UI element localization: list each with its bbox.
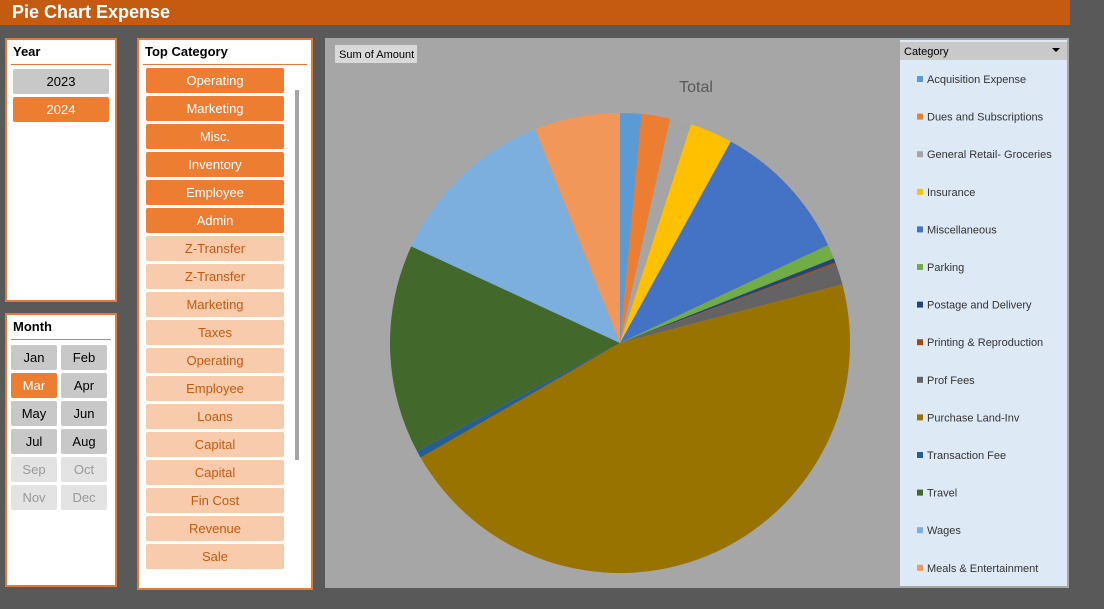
legend-label[interactable]: Purchase Land-Inv	[927, 412, 1020, 424]
slicer-item[interactable]: Operating	[146, 68, 284, 93]
pie-slice[interactable]	[620, 114, 671, 343]
slicer-item[interactable]: Capital	[146, 432, 284, 457]
pie-slice[interactable]	[420, 284, 851, 574]
pie-slice[interactable]	[620, 258, 836, 343]
legend-label[interactable]: Postage and Delivery	[927, 300, 1032, 312]
slicer-item[interactable]: Dec	[61, 485, 107, 510]
slicer-item[interactable]: Z-Transfer	[146, 236, 284, 261]
legend-swatch	[917, 452, 923, 458]
slicer-title: Top Category	[145, 44, 228, 59]
slicer-item[interactable]: Jan	[11, 345, 57, 370]
slicer-title: Month	[13, 319, 52, 334]
legend-label[interactable]: Miscellaneous	[927, 224, 997, 236]
legend-label[interactable]: Meals & Entertainment	[927, 563, 1038, 575]
pie-slice[interactable]	[620, 118, 692, 343]
field-button-bg	[335, 45, 417, 63]
slicer-item[interactable]: Operating	[146, 348, 284, 373]
slicer-item[interactable]: Employee	[146, 180, 284, 205]
slicer-item[interactable]: Mar	[11, 373, 57, 398]
legend-label[interactable]: Parking	[927, 262, 964, 274]
slicer-item[interactable]: Apr	[61, 373, 107, 398]
legend-header	[900, 42, 1067, 60]
slicer-item[interactable]: Inventory	[146, 152, 284, 177]
pie-slice[interactable]	[620, 141, 829, 343]
slicer-item[interactable]: 2024	[13, 97, 109, 122]
pie-slice[interactable]	[390, 246, 620, 452]
slicer-item[interactable]: Feb	[61, 345, 107, 370]
slicer-item[interactable]: Sep	[11, 457, 57, 482]
legend-swatch	[917, 527, 923, 534]
legend-swatch	[917, 76, 923, 82]
pie-slice[interactable]	[535, 113, 620, 343]
legend-label[interactable]: Acquisition Expense	[927, 74, 1026, 86]
legend-label[interactable]: General Retail- Groceries	[927, 149, 1052, 161]
legend-swatch	[917, 188, 923, 195]
legend-swatch	[917, 414, 923, 421]
slicer-item[interactable]: Loans	[146, 404, 284, 429]
slicer-item[interactable]: Capital	[146, 460, 284, 485]
slicer-item[interactable]: Aug	[61, 429, 107, 454]
pie-slice[interactable]	[417, 343, 620, 458]
slicer-item[interactable]: Employee	[146, 376, 284, 401]
slicer-item[interactable]: Sale	[146, 544, 284, 569]
legend-swatch	[917, 489, 923, 496]
year-slicer: Year 2023 2024	[5, 38, 117, 302]
legend-swatch	[917, 376, 923, 383]
chart-title: Total	[679, 79, 713, 96]
slicer-item[interactable]: Nov	[11, 485, 57, 510]
legend-label[interactable]: Insurance	[927, 187, 975, 199]
slicer-item[interactable]: Misc.	[146, 124, 284, 149]
legend-label[interactable]: Prof Fees	[927, 375, 975, 387]
field-button[interactable]: Sum of Amount	[339, 49, 414, 61]
slicer-item[interactable]: Marketing	[146, 292, 284, 317]
slicer-item[interactable]: Jun	[61, 401, 107, 426]
legend-label[interactable]: Wages	[927, 525, 961, 537]
pie-slice[interactable]	[620, 245, 834, 343]
legend-title[interactable]: Category	[904, 46, 949, 58]
legend-label[interactable]: Dues and Subscriptions	[927, 112, 1044, 124]
legend-swatch	[917, 151, 923, 158]
legend-label[interactable]: Transaction Fee	[927, 450, 1006, 462]
legend-swatch	[917, 301, 923, 308]
slicer-item[interactable]: Fin Cost	[146, 488, 284, 513]
legend-swatch	[917, 339, 923, 346]
chart-area: Sum of Amount Total Category Acquisition…	[325, 38, 1069, 588]
slicer-item[interactable]: Jul	[11, 429, 57, 454]
legend-swatch	[917, 113, 923, 120]
slicer-item[interactable]: Marketing	[146, 96, 284, 121]
pie-slice[interactable]	[620, 262, 836, 343]
slicer-item[interactable]: Admin	[146, 208, 284, 233]
dashboard-title: Pie Chart Expense	[0, 0, 1070, 25]
legend-swatch	[917, 564, 923, 571]
legend-label[interactable]: Travel	[927, 488, 957, 500]
slicer-item[interactable]: Revenue	[146, 516, 284, 541]
category-slicer: Top Category Operating Marketing Misc. Inven…	[137, 38, 313, 590]
pie-slice[interactable]	[620, 124, 731, 343]
pie-slice[interactable]	[620, 113, 642, 343]
legend-swatch	[917, 226, 923, 233]
pie-slice[interactable]	[411, 129, 620, 343]
slicer-item[interactable]: 2023	[13, 69, 109, 94]
slicer-item[interactable]: Taxes	[146, 320, 284, 345]
legend-swatch	[917, 264, 923, 270]
slicer-item[interactable]: Oct	[61, 457, 107, 482]
month-slicer: Month Jan Feb Mar Apr May Jun Jul Aug Sep Oct Nov De…	[5, 313, 117, 587]
pie-slice[interactable]	[620, 263, 843, 343]
slicer-title: Year	[13, 44, 41, 59]
legend-label[interactable]: Printing & Reproduction	[927, 337, 1043, 349]
legend-panel	[900, 40, 1067, 586]
slicer-item[interactable]: May	[11, 401, 57, 426]
slicer-item[interactable]: Z-Transfer	[146, 264, 284, 289]
pie-chart: Sum of Amount Total Category Acquisition…	[335, 40, 1067, 586]
